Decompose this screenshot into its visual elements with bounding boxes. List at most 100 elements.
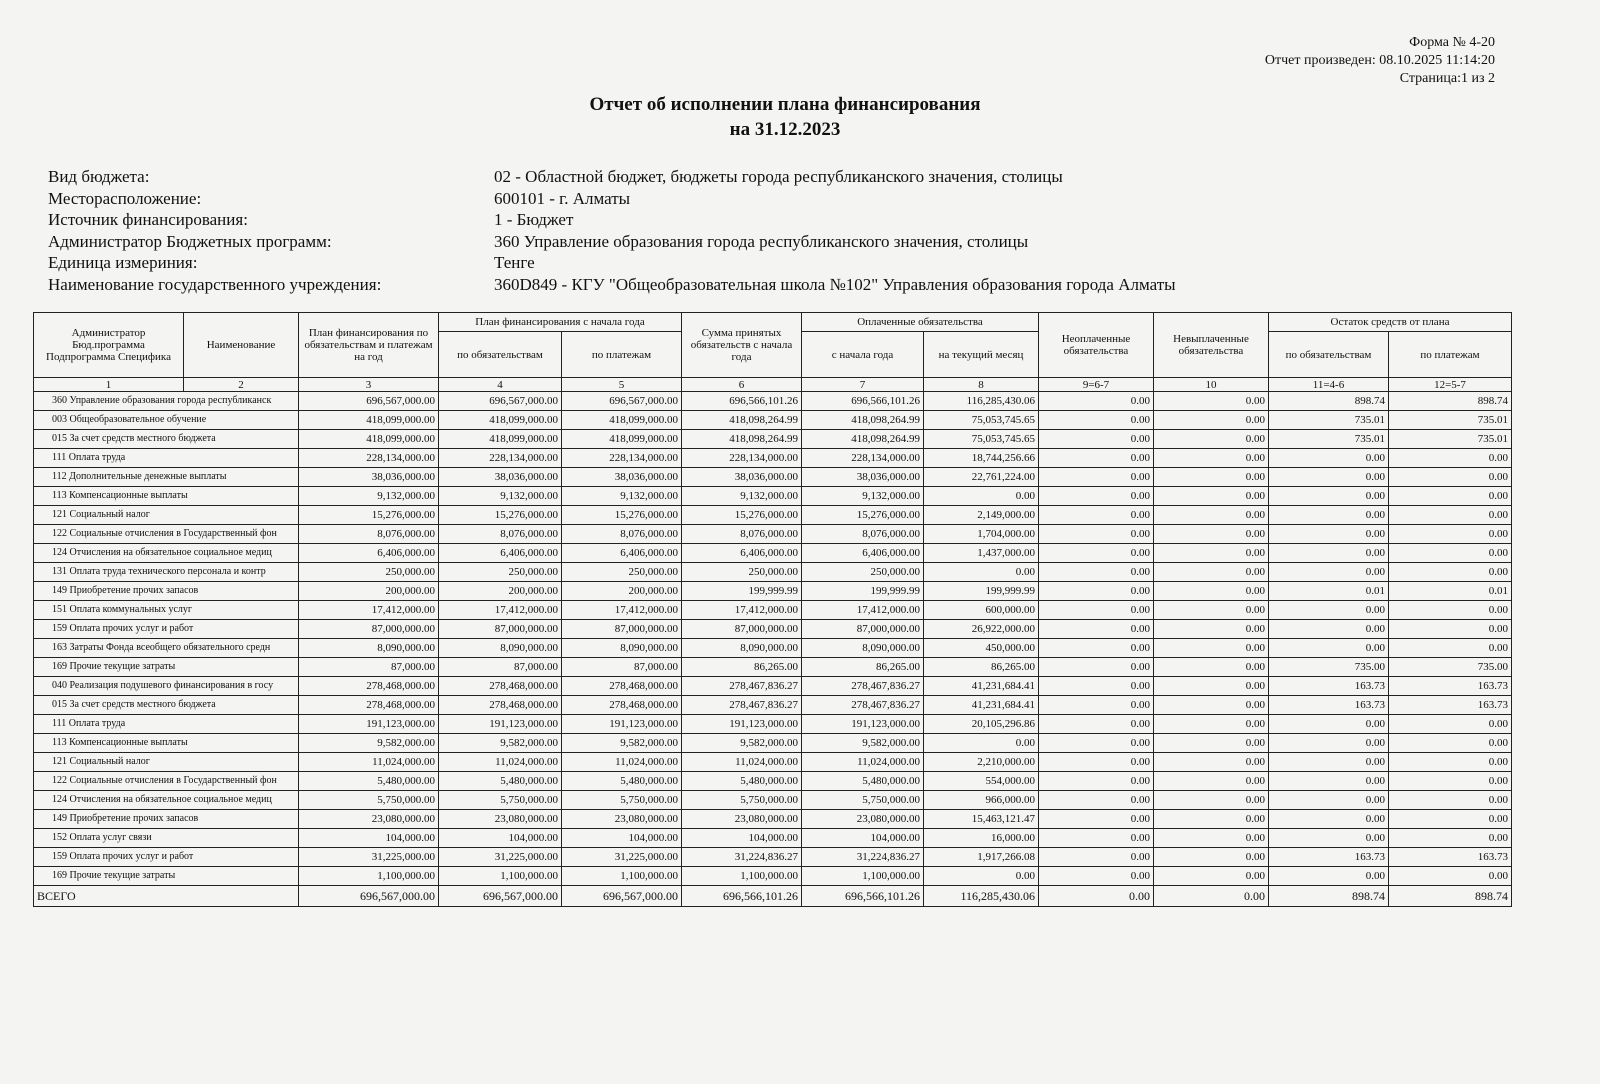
amount: 191,123,000.00 [801, 714, 924, 734]
amount: 11,024,000.00 [561, 752, 682, 772]
amount: 86,265.00 [681, 657, 802, 677]
col-header: по платежам [561, 331, 682, 378]
col-header: по обязательствам [1268, 331, 1389, 378]
data-row: 122 Социальные отчисления в Государствен… [33, 771, 1513, 791]
amount: 0.00 [1153, 676, 1269, 696]
row-name: 113 Компенсационные выплаты [33, 733, 299, 753]
data-row: 121 Социальный налог 11,024,000.00 11,024,… [33, 752, 1513, 772]
amount: 23,080,000.00 [298, 809, 439, 829]
data-row: 169 Прочие текущие затраты 87,000.00 87,00… [33, 657, 1513, 677]
col-header: на текущий месяц [923, 331, 1039, 378]
amount: 6,406,000.00 [438, 543, 562, 563]
amount: 0.00 [923, 733, 1039, 753]
amount: 0.00 [1268, 714, 1389, 734]
amount: 23,080,000.00 [801, 809, 924, 829]
amount: 5,480,000.00 [681, 771, 802, 791]
row-name: 163 Затраты Фонда всеобщего обязательног… [33, 638, 299, 658]
amount: 163.73 [1268, 695, 1389, 715]
data-row: 149 Приобретение прочих запасов 200,000.0… [33, 581, 1513, 601]
amount: 0.00 [1038, 448, 1154, 468]
col-header: План финансирования по обязательствам и … [298, 312, 439, 378]
col-group-header: Оплаченные обязательства [801, 312, 1039, 332]
amount: 8,076,000.00 [298, 524, 439, 544]
row-name: 003 Общеобразовательное обучение [33, 410, 299, 430]
amount: 0.00 [923, 866, 1039, 886]
amount: 15,276,000.00 [298, 505, 439, 525]
data-row: 131 Оплата труда технического персонала … [33, 562, 1513, 582]
amount: 22,761,224.00 [923, 467, 1039, 487]
row-name: 121 Социальный налог [33, 505, 299, 525]
amount: 228,134,000.00 [298, 448, 439, 468]
amount: 0.00 [1268, 790, 1389, 810]
amount: 0.00 [1153, 410, 1269, 430]
amount: 87,000.00 [561, 657, 682, 677]
amount: 26,922,000.00 [923, 619, 1039, 639]
amount: 898.74 [1387, 391, 1513, 411]
amount: 200,000.00 [298, 581, 439, 601]
amount: 0.00 [1038, 866, 1154, 886]
amount: 0.00 [1387, 543, 1513, 563]
amount: 418,099,000.00 [438, 429, 562, 449]
amount: 11,024,000.00 [801, 752, 924, 772]
amount: 696,566,101.26 [681, 391, 802, 411]
amount: 8,090,000.00 [561, 638, 682, 658]
amount: 8,090,000.00 [681, 638, 802, 658]
amount: 250,000.00 [681, 562, 802, 582]
amount: 17,412,000.00 [801, 600, 924, 620]
amount: 0.00 [1387, 828, 1513, 848]
col-header: Сумма принятых обязательств с начала год… [681, 312, 802, 378]
table-body: 1 2 3 4 5 6 7 8 9=6-7 10 11=4-6 12=5-7 360 Управлени… [33, 377, 1513, 907]
amount: 0.00 [1038, 752, 1154, 772]
total-row: ВСЕГО 696,567,000.00 696,567,000.00 696,567… [33, 885, 1513, 907]
amount: 0.00 [1387, 619, 1513, 639]
amount: 0.00 [1038, 828, 1154, 848]
amount: 418,099,000.00 [561, 410, 682, 430]
amount: 1,917,266.08 [923, 847, 1039, 867]
column-number: 9=6-7 [1038, 377, 1154, 392]
info-row: Месторасположение: 600101 - г. Алматы [48, 188, 1176, 210]
amount: 0.00 [1038, 638, 1154, 658]
amount: 0.00 [1153, 771, 1269, 791]
info-label: Наименование государственного учреждения… [48, 274, 382, 294]
column-number: 6 [681, 377, 802, 392]
amount: 0.00 [1153, 391, 1269, 411]
amount: 87,000,000.00 [801, 619, 924, 639]
amount: 86,265.00 [801, 657, 924, 677]
amount: 0.00 [1038, 467, 1154, 487]
amount: 0.00 [1153, 429, 1269, 449]
col-header: Наименование [183, 312, 299, 378]
amount: 278,468,000.00 [298, 695, 439, 715]
amount: 0.00 [1038, 600, 1154, 620]
amount: 0.00 [1038, 676, 1154, 696]
amount: 0.00 [1038, 486, 1154, 506]
amount: 87,000.00 [438, 657, 562, 677]
amount: 31,225,000.00 [298, 847, 439, 867]
amount: 0.00 [1153, 638, 1269, 658]
report-meta: Форма № 4-20 Отчет произведен: 08.10.202… [1265, 34, 1495, 88]
row-name: 169 Прочие текущие затраты [33, 866, 299, 886]
amount: 0.00 [1038, 505, 1154, 525]
amount: 38,036,000.00 [801, 467, 924, 487]
amount: 17,412,000.00 [561, 600, 682, 620]
amount: 0.00 [1268, 448, 1389, 468]
row-name: 152 Оплата услуг связи [33, 828, 299, 848]
data-row: 151 Оплата коммунальных услуг 17,412,000.… [33, 600, 1513, 620]
amount: 0.00 [1387, 714, 1513, 734]
amount: 0.00 [1387, 790, 1513, 810]
title-line: Отчет об исполнении плана финансирования [589, 94, 981, 115]
amount: 0.00 [1153, 790, 1269, 810]
amount: 0.00 [1153, 486, 1269, 506]
amount: 250,000.00 [801, 562, 924, 582]
amount: 0.00 [1268, 809, 1389, 829]
amount: 696,567,000.00 [438, 391, 562, 411]
amount: 5,750,000.00 [681, 790, 802, 810]
col-header: Администратор Бюд.программа Подпрограмма… [33, 312, 184, 378]
amount: 38,036,000.00 [298, 467, 439, 487]
amount: 0.00 [1038, 771, 1154, 791]
info-row: Единица измериния: Тенге [48, 252, 1176, 274]
amount: 23,080,000.00 [561, 809, 682, 829]
amount: 6,406,000.00 [801, 543, 924, 563]
amount: 6,406,000.00 [561, 543, 682, 563]
col-header: Неоплаченные обязательства [1038, 312, 1154, 378]
